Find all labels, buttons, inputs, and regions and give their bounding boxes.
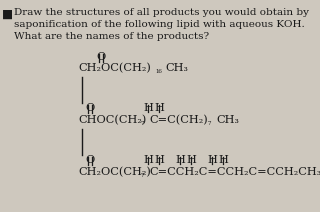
Text: H: H (154, 155, 164, 165)
Text: C=CCH₂C=CCH₂C=CCH₂CH₃: C=CCH₂C=CCH₂C=CCH₂CH₃ (149, 167, 320, 177)
Text: ■: ■ (2, 8, 13, 21)
Text: H: H (218, 155, 228, 165)
Text: ₇: ₇ (208, 118, 212, 127)
Text: CHOC(CH₂): CHOC(CH₂) (78, 115, 146, 125)
Text: H: H (154, 103, 164, 113)
Text: H: H (186, 155, 196, 165)
Text: O: O (85, 103, 95, 113)
Text: O: O (96, 52, 106, 62)
Text: What are the names of the products?: What are the names of the products? (14, 32, 209, 41)
Text: ₇: ₇ (141, 170, 144, 179)
Text: CH₂OC(CH₂): CH₂OC(CH₂) (78, 63, 151, 73)
Text: H: H (175, 155, 185, 165)
Text: Draw the structures of all products you would obtain by: Draw the structures of all products you … (14, 8, 309, 17)
Text: H: H (207, 155, 217, 165)
Text: saponification of the following lipid with aqueous KOH.: saponification of the following lipid wi… (14, 20, 305, 29)
Text: O: O (85, 155, 95, 165)
Text: ₁₆: ₁₆ (155, 66, 162, 75)
Text: CH₂OC(CH₂): CH₂OC(CH₂) (78, 167, 151, 177)
Text: H: H (143, 103, 153, 113)
Text: CH₃: CH₃ (216, 115, 239, 125)
Text: ₇: ₇ (141, 118, 144, 127)
Text: C=C(CH₂): C=C(CH₂) (149, 115, 208, 125)
Text: CH₃: CH₃ (165, 63, 188, 73)
Text: H: H (143, 155, 153, 165)
